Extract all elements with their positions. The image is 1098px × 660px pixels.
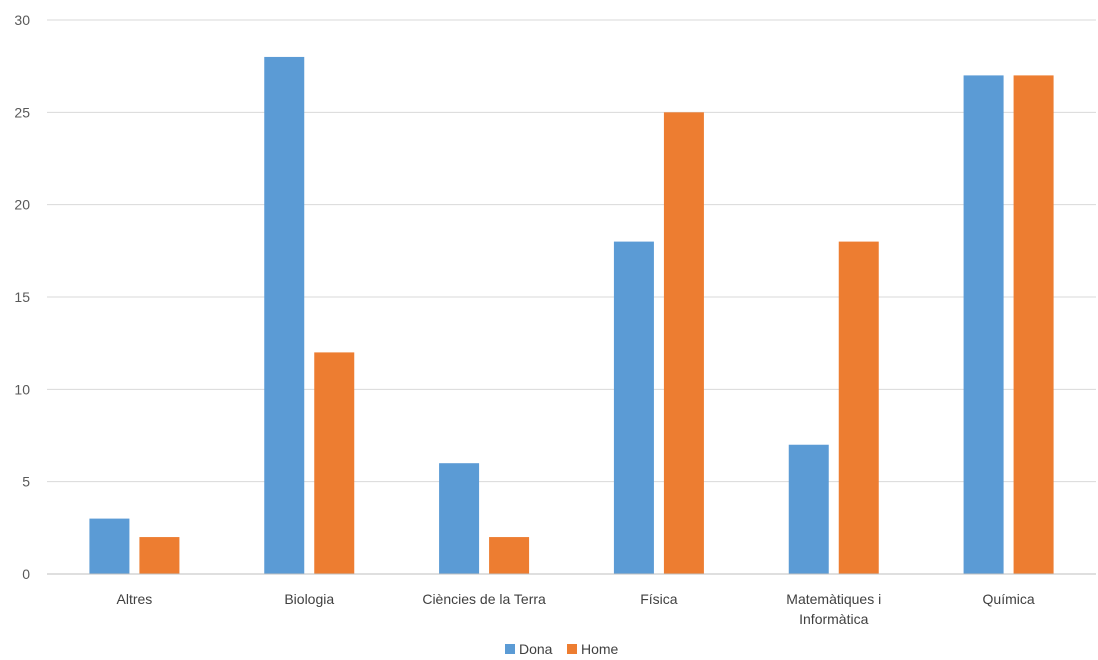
bar-dona-0: [89, 518, 130, 574]
x-category-label: Informàtica: [799, 611, 868, 627]
x-category-label: Altres: [117, 591, 153, 607]
bar-home-3: [663, 112, 704, 574]
bar-dona-1: [264, 56, 305, 574]
x-category-label: Ciències de la Terra: [422, 591, 546, 607]
y-tick-label: 0: [22, 566, 30, 582]
x-category-label: Biologia: [284, 591, 334, 607]
bar-home-4: [838, 241, 879, 574]
legend-label-home: Home: [581, 641, 619, 657]
legend: Dona Home: [505, 641, 619, 657]
y-tick-label: 15: [14, 289, 30, 305]
bar-dona-2: [439, 463, 480, 574]
y-axis-ticks: 0 5 10 15 20 25 30: [14, 12, 30, 582]
x-category-label: Matemàtiques i: [786, 591, 881, 607]
legend-swatch-dona: [505, 644, 515, 654]
y-tick-label: 30: [14, 12, 30, 28]
x-axis-labels: Altres Biologia Ciències de la Terra Física…: [117, 591, 1035, 627]
y-tick-label: 20: [14, 197, 30, 213]
x-category-label: Física: [640, 591, 678, 607]
x-category-label: Química: [983, 591, 1035, 607]
legend-swatch-home: [567, 644, 577, 654]
bars: [89, 56, 1054, 575]
legend-label-dona: Dona: [519, 641, 553, 657]
bar-dona-5: [963, 75, 1004, 575]
bar-dona-4: [788, 444, 829, 574]
bar-home-2: [489, 537, 530, 574]
bar-home-5: [1013, 75, 1054, 575]
y-tick-label: 25: [14, 104, 30, 120]
bar-dona-3: [613, 241, 654, 574]
y-tick-label: 5: [22, 474, 30, 490]
bar-home-0: [139, 537, 180, 574]
bar-home-1: [314, 352, 355, 574]
gridlines: [47, 19, 1096, 483]
y-tick-label: 10: [14, 381, 30, 397]
